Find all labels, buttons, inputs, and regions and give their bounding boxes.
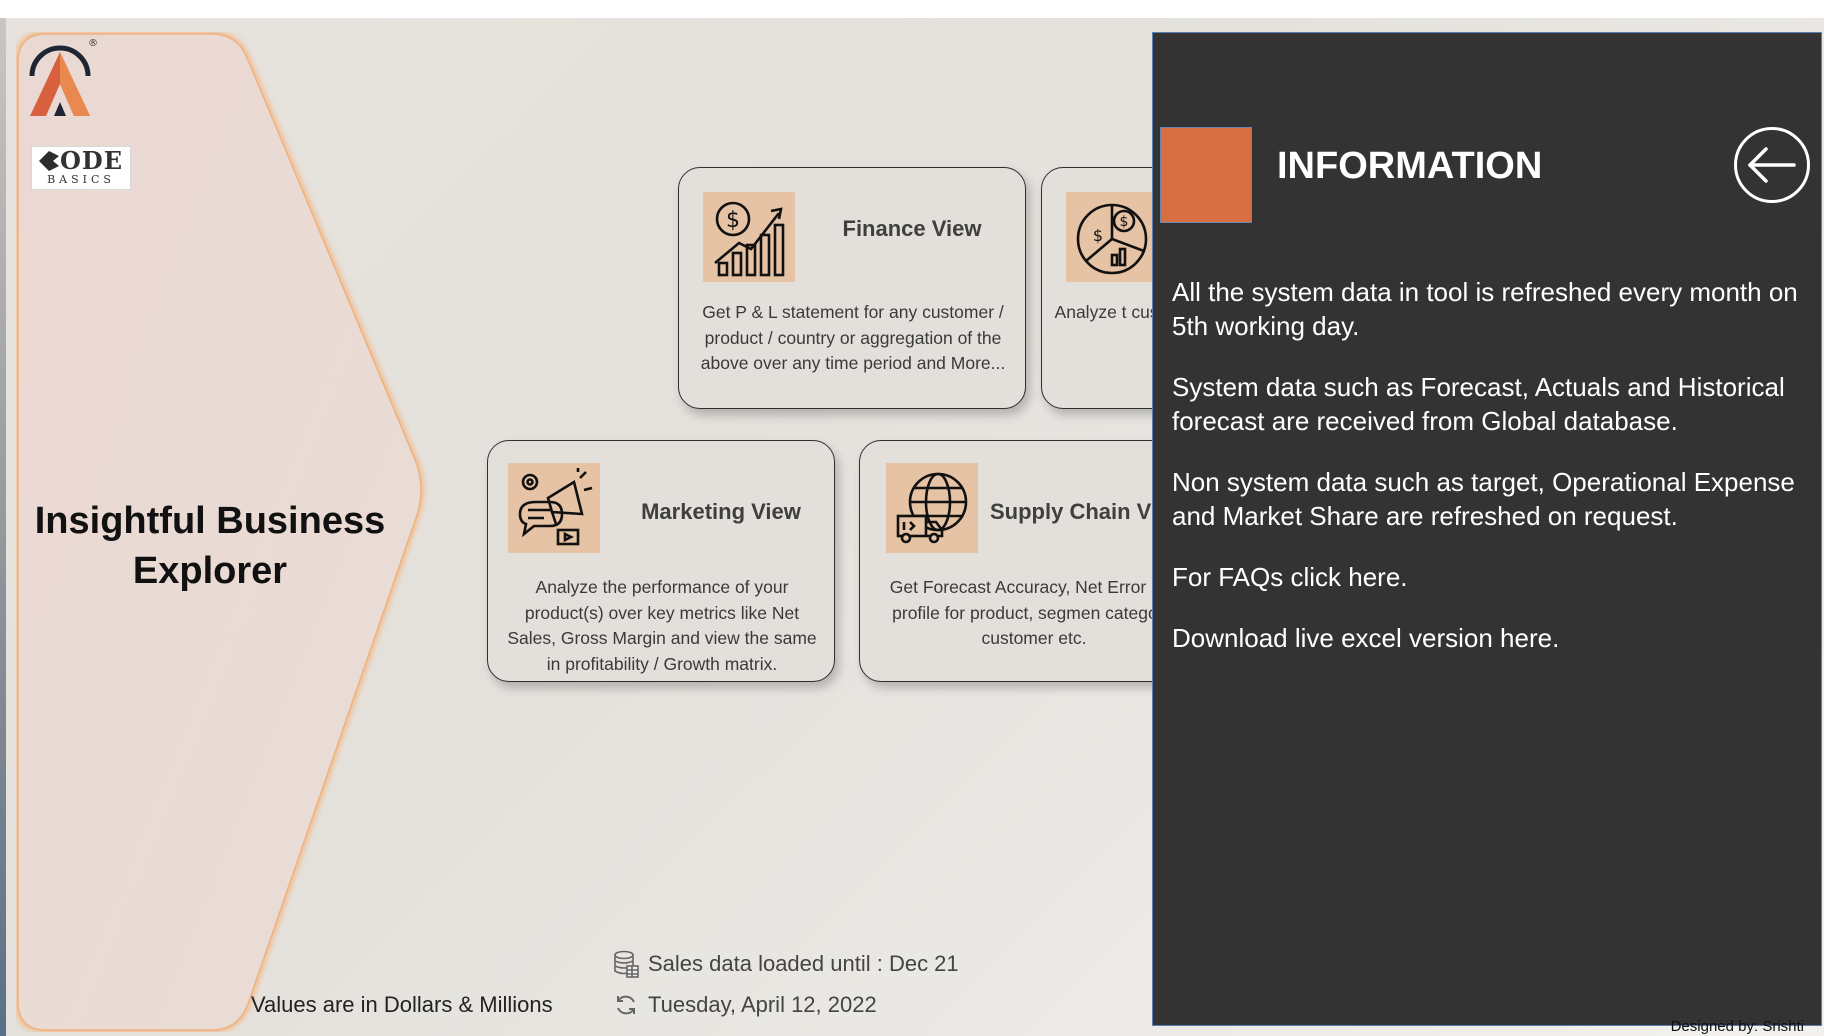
- download-excel-link[interactable]: Download live excel version here.: [1172, 623, 1560, 653]
- refresh-date-text: Tuesday, April 12, 2022: [648, 992, 877, 1017]
- atliq-logo: ®: [24, 38, 98, 118]
- back-arrow-icon: [1748, 147, 1796, 183]
- registered-mark: ®: [88, 38, 98, 49]
- marketing-view-card[interactable]: Marketing View Analyze the performance o…: [487, 440, 835, 682]
- sales-pie-chart-icon: $ $: [1066, 192, 1158, 282]
- finance-view-title: Finance View: [842, 216, 982, 241]
- back-button[interactable]: [1734, 127, 1810, 203]
- designed-by-credit: Designed by: Srishti: [1670, 1018, 1804, 1035]
- information-body: All the system data in tool is refreshed…: [1172, 275, 1807, 682]
- hexagon-shape: [16, 32, 424, 1032]
- finance-growth-chart-icon: $: [703, 192, 795, 282]
- supply-chain-view-title: Supply Chain V: [990, 499, 1152, 524]
- marketing-view-title: Marketing View: [641, 499, 801, 524]
- faq-link[interactable]: For FAQs click here.: [1172, 562, 1408, 592]
- info-paragraph-system-data: System data such as Forecast, Actuals an…: [1172, 372, 1785, 436]
- code-c-icon: [38, 151, 59, 171]
- sales-loaded-text: Sales data loaded until : Dec 21: [648, 951, 959, 976]
- info-paragraph-refresh: All the system data in tool is refreshed…: [1172, 277, 1798, 341]
- info-paragraph-non-system-data: Non system data such as target, Operatio…: [1172, 467, 1795, 531]
- database-icon: [612, 950, 640, 978]
- supply-chain-view-card[interactable]: Supply Chain V Get Forecast Accuracy, Ne…: [859, 440, 1207, 682]
- globe-truck-icon: [886, 463, 978, 553]
- page-title: Insightful Business Explorer: [34, 500, 386, 592]
- logo-code-text: ODE: [59, 146, 123, 175]
- refresh-icon: [612, 991, 640, 1019]
- svg-text:$: $: [1120, 214, 1129, 230]
- megaphone-icon: [508, 463, 600, 553]
- finance-view-card[interactable]: $ Finance View Get P & L statement for a…: [678, 167, 1026, 409]
- info-accent-square: [1160, 127, 1252, 223]
- finance-view-description: Get P & L statement for any customer / p…: [700, 302, 1006, 373]
- svg-text:$: $: [726, 208, 740, 233]
- sales-loaded-status: Sales data loaded until : Dec 21: [612, 950, 959, 978]
- refresh-date-status: Tuesday, April 12, 2022: [612, 991, 877, 1019]
- codebasics-logo: ODE BASICS: [31, 146, 131, 190]
- information-title: INFORMATION: [1277, 145, 1543, 187]
- values-note: Values are in Dollars & Millions: [251, 992, 553, 1017]
- window-edge: [0, 18, 6, 1036]
- svg-text:$: $: [1093, 226, 1103, 245]
- sidebar-hexagon-panel: [16, 32, 434, 1032]
- supply-chain-view-description: Get Forecast Accuracy, Net Error risk pr…: [889, 577, 1179, 648]
- logo-basics-text: BASICS: [47, 173, 115, 186]
- information-panel: INFORMATION All the system data in tool …: [1152, 32, 1822, 1026]
- marketing-view-description: Analyze the performance of your product(…: [507, 577, 817, 674]
